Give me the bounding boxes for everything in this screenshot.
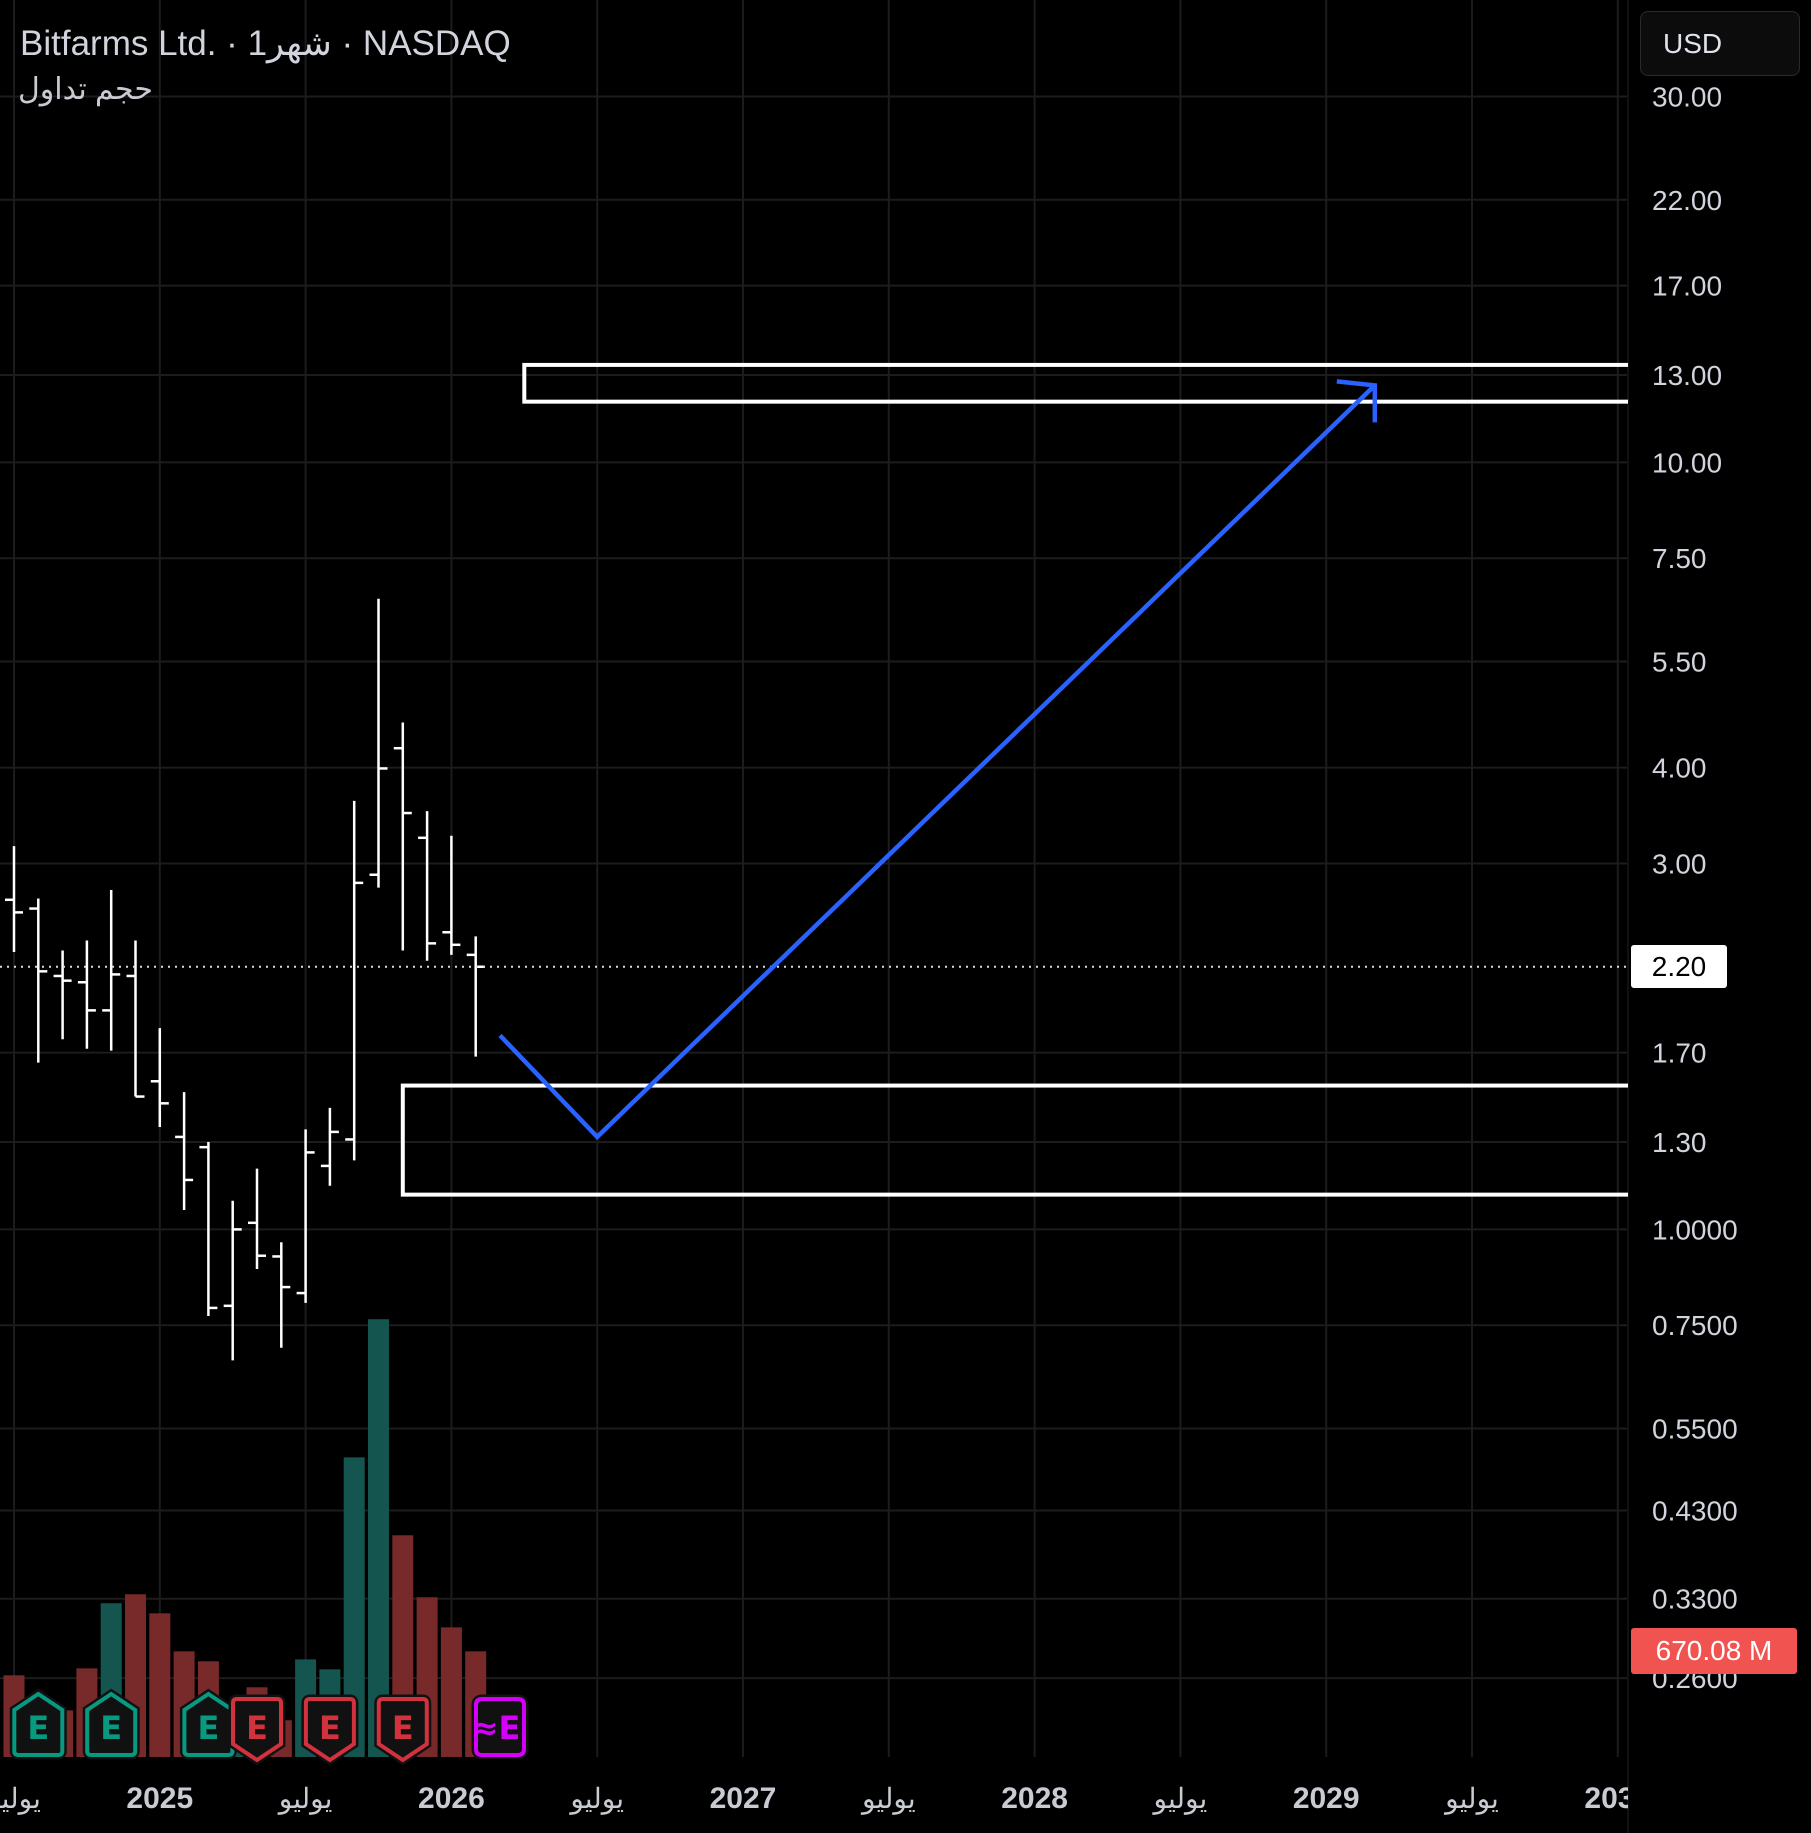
drawings[interactable] bbox=[400, 362, 1648, 1197]
price-tick-label: 30.00 bbox=[1652, 81, 1722, 112]
time-tick-label: 2025 bbox=[126, 1782, 193, 1815]
earnings-badge-label: E bbox=[319, 1709, 341, 1747]
earnings-badge-up-icon[interactable] bbox=[182, 1691, 235, 1757]
price-tick-label: 5.50 bbox=[1652, 647, 1707, 678]
price-tick-label: 7.50 bbox=[1652, 543, 1707, 574]
earnings-badge-future-icon[interactable] bbox=[474, 1697, 526, 1757]
time-tick-label: 2030 bbox=[1584, 1782, 1651, 1815]
earnings-badge-label: E bbox=[246, 1709, 268, 1747]
time-tick-label: 2026 bbox=[418, 1782, 485, 1815]
price-tick-label: 13.00 bbox=[1652, 360, 1722, 391]
earnings-badge-down-icon[interactable] bbox=[376, 1697, 429, 1763]
time-tick-label: 2027 bbox=[710, 1782, 777, 1815]
time-tick-label: 2028 bbox=[1001, 1782, 1068, 1815]
earnings-markers[interactable]: E E E E E E ≈E bbox=[9, 1688, 529, 1766]
price-tick-label: 1.30 bbox=[1652, 1127, 1707, 1158]
earnings-badge-up-icon[interactable] bbox=[12, 1691, 65, 1757]
current-volume-tag: 670.08 M bbox=[1631, 1628, 1797, 1674]
earnings-badge-label: E bbox=[100, 1709, 122, 1747]
time-axis[interactable]: يوليو 2025 يوليو 2026 يوليو 2027 يوليو 2028 يولي… bbox=[0, 1782, 1651, 1815]
earnings-badge-up-icon[interactable] bbox=[85, 1691, 138, 1757]
price-tick-label: 10.00 bbox=[1652, 447, 1722, 478]
price-tick-label: 0.3300 bbox=[1652, 1584, 1738, 1615]
earnings-badge-down-icon[interactable] bbox=[231, 1697, 283, 1763]
currency-button[interactable]: USD bbox=[1640, 11, 1800, 76]
time-tick-label: يوليو bbox=[860, 1783, 916, 1815]
volume-bar bbox=[343, 1457, 365, 1757]
earnings-badge-label: E bbox=[27, 1709, 49, 1747]
earnings-badge-down-icon[interactable] bbox=[303, 1697, 356, 1763]
price-tick-label: 1.70 bbox=[1652, 1038, 1707, 1069]
separator: · bbox=[331, 24, 363, 63]
time-tick-label: يوليو bbox=[568, 1783, 624, 1815]
arrow-head-icon[interactable] bbox=[1336, 379, 1378, 423]
price-tick-label: 1.0000 bbox=[1652, 1214, 1738, 1245]
volume-series bbox=[3, 1319, 487, 1757]
price-zone-rectangle[interactable] bbox=[522, 362, 1648, 404]
time-tick-label: يوليو bbox=[1152, 1783, 1208, 1815]
ohlc-series bbox=[0, 598, 1628, 1361]
price-tick-label: 4.00 bbox=[1652, 753, 1707, 784]
price-zone-rectangle[interactable] bbox=[400, 1083, 1648, 1197]
earnings-badge-label: E bbox=[197, 1709, 219, 1747]
symbol-name: Bitfarms Ltd. bbox=[20, 24, 217, 63]
time-tick-label: يوليو bbox=[0, 1783, 41, 1815]
price-tick-label: 22.00 bbox=[1652, 185, 1722, 216]
exchange: NASDAQ bbox=[362, 24, 511, 63]
price-tick-label: 0.7500 bbox=[1652, 1310, 1738, 1341]
price-tick-label: 3.00 bbox=[1652, 848, 1707, 879]
volume-bar bbox=[368, 1319, 389, 1757]
interval[interactable]: 1شهر bbox=[247, 24, 332, 63]
volume-bar bbox=[440, 1627, 462, 1757]
earnings-badge-label: E bbox=[392, 1709, 414, 1747]
volume-indicator-label[interactable]: حجم تداول bbox=[18, 73, 153, 106]
time-tick-label: 2029 bbox=[1293, 1782, 1360, 1815]
time-tick-label: يوليو bbox=[1443, 1783, 1499, 1815]
grid bbox=[0, 0, 1629, 1833]
earnings-badge-label: ≈E bbox=[472, 1709, 521, 1747]
chart-title: Bitfarms Ltd. · 1شهر · NASDAQ bbox=[20, 24, 511, 64]
time-tick-label: يوليو bbox=[277, 1783, 333, 1815]
price-tick-label: 17.00 bbox=[1652, 271, 1722, 302]
price-axis[interactable]: 30.00 22.00 17.00 13.00 10.00 7.50 5.50 4.00 3.0… bbox=[1652, 81, 1738, 1694]
price-tick-label: 0.4300 bbox=[1652, 1496, 1738, 1527]
projection-arrow-path[interactable] bbox=[498, 383, 1377, 1141]
separator: · bbox=[216, 24, 248, 63]
volume-bar bbox=[149, 1613, 171, 1757]
current-price-tag: 2.20 bbox=[1631, 945, 1727, 988]
price-tick-label: 0.5500 bbox=[1652, 1414, 1738, 1445]
